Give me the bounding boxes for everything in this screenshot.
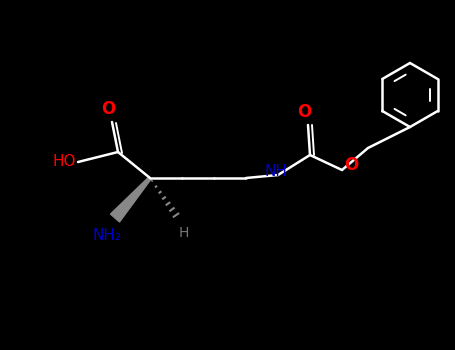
- Polygon shape: [111, 177, 151, 222]
- Text: O: O: [344, 156, 358, 174]
- Text: NH₂: NH₂: [92, 228, 121, 243]
- Text: HO: HO: [52, 154, 76, 169]
- Text: O: O: [101, 100, 115, 118]
- Text: O: O: [297, 103, 311, 121]
- Text: NH: NH: [264, 164, 288, 179]
- Text: H: H: [179, 226, 189, 240]
